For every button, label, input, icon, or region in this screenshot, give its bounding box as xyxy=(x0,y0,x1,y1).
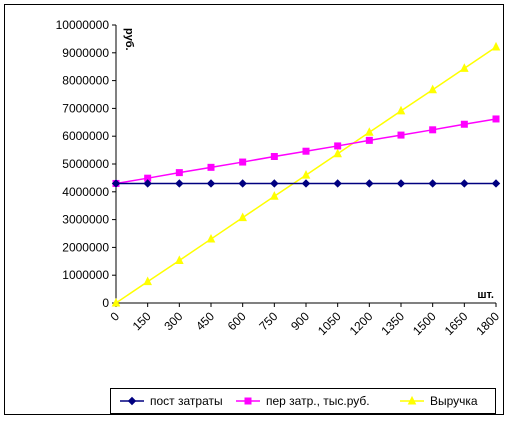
y-tick-label: 8000000 xyxy=(62,74,109,88)
data-point xyxy=(397,131,405,139)
y-axis-unit-label: руб. xyxy=(123,28,135,51)
data-point xyxy=(270,191,279,200)
data-point xyxy=(175,169,183,177)
data-point xyxy=(491,179,501,188)
legend-label: пост затраты xyxy=(150,394,223,408)
data-point xyxy=(207,163,215,171)
series-2 xyxy=(111,41,501,307)
legend-swatch-marker xyxy=(407,395,417,405)
data-point xyxy=(460,120,468,128)
data-point xyxy=(302,147,310,155)
x-axis-unit-label: шт. xyxy=(477,289,494,301)
series-layer xyxy=(111,41,501,307)
data-point xyxy=(396,179,406,188)
y-tick-label: 9000000 xyxy=(62,46,109,60)
data-point xyxy=(111,179,121,188)
data-point xyxy=(301,179,311,188)
y-tick-label: 6000000 xyxy=(62,129,109,143)
data-point xyxy=(365,136,373,144)
data-point xyxy=(491,41,501,51)
data-point xyxy=(334,142,342,150)
data-point xyxy=(143,276,152,286)
legend-box xyxy=(110,388,496,414)
data-point xyxy=(396,105,406,115)
y-tick-label: 7000000 xyxy=(62,101,109,115)
data-point xyxy=(238,179,247,188)
series-0 xyxy=(111,179,501,188)
data-point xyxy=(492,115,500,123)
data-point xyxy=(460,63,469,72)
legend-item: пер затр., тыс.руб. xyxy=(236,394,370,408)
y-tick-label: 2000000 xyxy=(62,240,109,254)
data-point xyxy=(206,233,216,243)
legend: пост затраты пер затр., тыс.руб. Выручка xyxy=(110,388,496,414)
data-point xyxy=(175,179,184,188)
y-tick-label: 10000000 xyxy=(56,18,110,32)
data-point xyxy=(428,179,437,188)
legend-item: Выручка xyxy=(400,394,478,408)
y-tick-label: 5000000 xyxy=(62,157,109,171)
legend-item: пост затраты xyxy=(120,394,223,408)
data-point xyxy=(333,179,342,188)
data-point xyxy=(238,212,247,222)
data-point xyxy=(111,297,121,307)
legend-swatch-marker xyxy=(244,397,252,405)
y-tick-label: 1000000 xyxy=(62,268,109,282)
legend-label: Выручка xyxy=(430,394,478,408)
data-point xyxy=(428,84,437,94)
data-point xyxy=(206,179,216,188)
data-point xyxy=(365,127,374,136)
data-point xyxy=(270,179,279,188)
legend-label: пер затр., тыс.руб. xyxy=(266,394,370,408)
data-point xyxy=(175,255,184,264)
data-point xyxy=(239,158,247,166)
y-tick-label: 4000000 xyxy=(62,185,109,199)
data-point xyxy=(460,179,469,188)
data-point xyxy=(270,152,278,160)
data-point xyxy=(333,148,342,158)
series-1 xyxy=(112,115,500,187)
data-point xyxy=(143,179,152,188)
data-point xyxy=(301,170,311,179)
y-tick-label: 0 xyxy=(102,296,109,310)
y-tick-label: 3000000 xyxy=(62,213,109,227)
data-point xyxy=(365,179,374,188)
legend-swatch-marker xyxy=(127,396,137,406)
data-point xyxy=(429,126,437,134)
